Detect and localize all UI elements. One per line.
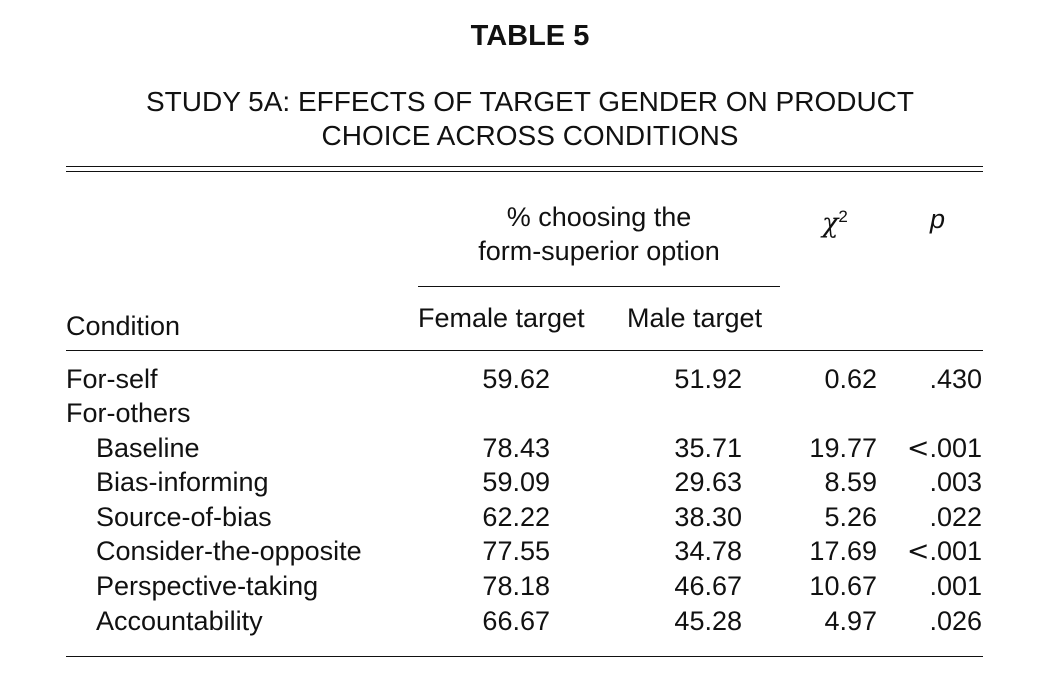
- chi-value: 4.97: [824, 606, 877, 636]
- male-value: 35.71: [674, 433, 742, 463]
- p-number: .022: [929, 502, 982, 532]
- bottom-rule: [66, 656, 983, 657]
- male-value: 34.78: [674, 536, 742, 566]
- row-label: Bias-informing: [96, 467, 269, 497]
- group-header-line-1: % choosing the: [506, 202, 692, 232]
- p-number: .001: [929, 571, 982, 601]
- female-value: 77.55: [482, 536, 550, 566]
- chi-superscript: 2: [838, 207, 848, 226]
- male-target-header: Male target: [627, 303, 763, 333]
- p-number: .430: [929, 364, 982, 394]
- row-label: Source-of-bias: [96, 502, 272, 532]
- chi-symbol: χ: [822, 208, 839, 239]
- table-title: TABLE 5: [470, 20, 590, 52]
- p-prefix: <: [906, 536, 930, 567]
- row-label: Consider-the-opposite: [96, 536, 362, 566]
- chi-value: 19.77: [809, 433, 877, 463]
- female-value: 62.22: [482, 502, 550, 532]
- p-value: .430: [929, 362, 982, 397]
- chi-value: 8.59: [824, 467, 877, 497]
- p-value: <.001: [907, 431, 982, 466]
- chi-value: 10.67: [809, 571, 877, 601]
- top-rule-2: [66, 171, 983, 172]
- male-value: 51.92: [674, 364, 742, 394]
- female-value: 66.67: [482, 606, 550, 636]
- female-value: 78.18: [482, 571, 550, 601]
- chi-value: 5.26: [824, 502, 877, 532]
- subtitle-line-1: STUDY 5A: EFFECTS OF TARGET GENDER ON PR…: [145, 86, 915, 117]
- female-target-header: Female target: [418, 303, 585, 333]
- male-value: 45.28: [674, 606, 742, 636]
- row-label: Accountability: [96, 606, 263, 636]
- male-value: 38.30: [674, 502, 742, 532]
- male-value: 46.67: [674, 571, 742, 601]
- female-value: 78.43: [482, 433, 550, 463]
- p-number: .001: [929, 433, 982, 463]
- header-rule: [66, 350, 983, 351]
- group-rule: [418, 286, 780, 287]
- p-number: .003: [929, 467, 982, 497]
- row-label: For-others: [66, 398, 191, 428]
- p-prefix: <: [906, 433, 930, 464]
- row-label: Perspective-taking: [96, 571, 319, 601]
- chi-value: 17.69: [809, 536, 877, 566]
- chi-square-header: χ2: [822, 200, 848, 241]
- p-value: .022: [929, 500, 982, 535]
- p-number: .026: [929, 606, 982, 636]
- condition-header: Condition: [66, 311, 181, 341]
- table-subtitle: STUDY 5A: EFFECTS OF TARGET GENDER ON PR…: [0, 85, 1060, 153]
- p-number: .001: [929, 536, 982, 566]
- female-value: 59.09: [482, 467, 550, 497]
- row-label: Baseline: [96, 433, 200, 463]
- subtitle-line-2: CHOICE ACROSS CONDITIONS: [321, 120, 739, 151]
- female-value: 59.62: [482, 364, 550, 394]
- p-value: .001: [929, 569, 982, 604]
- row-label: For-self: [66, 364, 158, 394]
- p-header: p: [930, 204, 946, 234]
- group-header: % choosing the form-superior option: [418, 200, 780, 268]
- group-header-line-2: form-superior option: [478, 236, 720, 266]
- male-value: 29.63: [674, 467, 742, 497]
- p-value: .003: [929, 465, 982, 500]
- chi-value: 0.62: [824, 364, 877, 394]
- p-value: <.001: [907, 534, 982, 569]
- top-rule-1: [66, 166, 983, 167]
- p-value: .026: [929, 604, 982, 639]
